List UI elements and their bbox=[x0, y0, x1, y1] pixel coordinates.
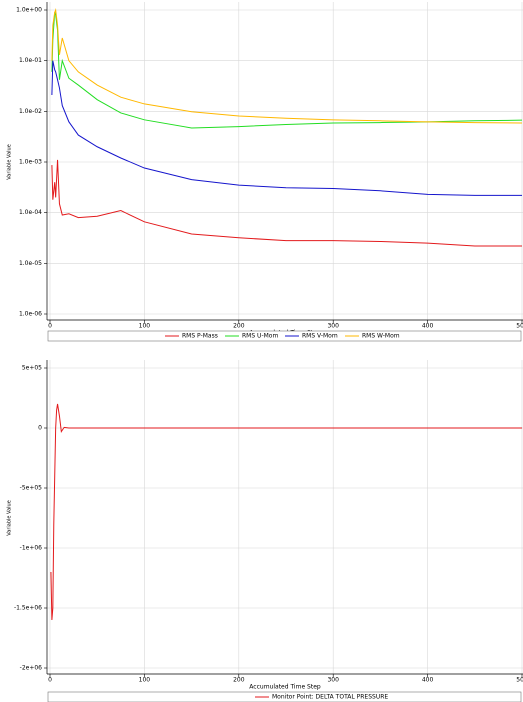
legend-label: RMS V-Mom bbox=[302, 333, 338, 340]
y-axis-label: Variable Value bbox=[7, 144, 13, 180]
x-tick-label: 200 bbox=[233, 677, 245, 684]
legend-box bbox=[47, 330, 522, 342]
y-tick-label: 1.0e-05 bbox=[19, 260, 42, 267]
x-tick-label: 300 bbox=[327, 323, 339, 330]
legend-box bbox=[47, 691, 522, 702]
x-tick-label: 500 bbox=[516, 677, 523, 684]
x-tick-label: 0 bbox=[48, 323, 52, 330]
y-tick-label: -5e+05 bbox=[20, 485, 43, 492]
x-tick-label: 300 bbox=[327, 677, 339, 684]
series-line bbox=[51, 8, 523, 124]
x-tick-label: 100 bbox=[139, 677, 151, 684]
y-tick-label: 1.0e-03 bbox=[19, 159, 42, 166]
x-axis-label: Accumulated Time Step bbox=[249, 684, 321, 691]
y-tick-label: -1e+06 bbox=[20, 545, 43, 552]
y-tick-label: 1.0e-02 bbox=[19, 108, 42, 115]
y-axis-label: Variable Value bbox=[7, 500, 13, 536]
series-line bbox=[51, 60, 522, 196]
plot-area bbox=[47, 360, 523, 674]
series-line bbox=[50, 403, 522, 621]
x-tick-label: 100 bbox=[139, 323, 151, 330]
legend-label: RMS P-Mass bbox=[182, 333, 218, 340]
y-tick-label: 1.0e-01 bbox=[19, 57, 42, 64]
y-tick-label: -1.5e+06 bbox=[14, 605, 42, 612]
series-line bbox=[51, 12, 523, 129]
y-tick-label: 0 bbox=[38, 425, 42, 432]
y-tick-label: 1.0e-06 bbox=[19, 311, 42, 318]
plot-area bbox=[47, 2, 523, 320]
x-tick-label: 400 bbox=[422, 323, 434, 330]
x-tick-label: 200 bbox=[233, 323, 245, 330]
y-tick-label: 1.0e+00 bbox=[16, 7, 42, 14]
x-tick-label: 400 bbox=[422, 677, 434, 684]
series-line bbox=[51, 159, 522, 247]
x-tick-label: 500 bbox=[516, 323, 523, 330]
y-tick-label: 1.0e-04 bbox=[19, 209, 42, 216]
y-tick-label: 5e+05 bbox=[22, 365, 42, 372]
y-tick-label: -2e+06 bbox=[20, 665, 43, 672]
legend-label: Monitor Point: DELTA TOTAL PRESSURE bbox=[272, 694, 388, 701]
x-tick-label: 0 bbox=[48, 677, 52, 684]
legend-label: RMS U-Mom bbox=[242, 333, 278, 340]
legend-label: RMS W-Mom bbox=[362, 333, 400, 340]
